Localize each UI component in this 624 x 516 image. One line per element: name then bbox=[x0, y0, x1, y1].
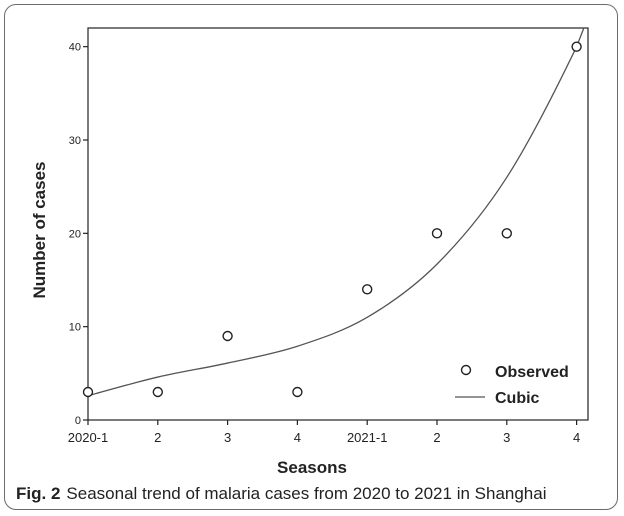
legend: Observed Cubic bbox=[455, 364, 569, 407]
observed-point bbox=[362, 284, 373, 295]
cubic-fit-line bbox=[88, 28, 585, 397]
observed-point bbox=[82, 386, 94, 398]
observed-point bbox=[571, 41, 582, 52]
legend-cubic-label: Cubic bbox=[495, 390, 540, 407]
observed-point bbox=[222, 330, 233, 342]
x-tick-label: 2020-1 bbox=[68, 430, 108, 445]
x-tick-label: 4 bbox=[573, 430, 580, 445]
x-tick-label: 2 bbox=[433, 430, 440, 445]
legend-observed-label: Observed bbox=[495, 364, 569, 381]
observed-point bbox=[292, 386, 303, 398]
y-tick-label: 40 bbox=[69, 42, 81, 54]
y-tick-label: 10 bbox=[69, 322, 81, 334]
plot-frame bbox=[87, 27, 589, 421]
figure-caption: Fig. 2 Seasonal trend of malaria cases fr… bbox=[16, 484, 547, 504]
figure-frame bbox=[4, 4, 618, 510]
x-tick-label: 3 bbox=[503, 430, 510, 445]
y-tick-label: 30 bbox=[69, 135, 81, 147]
observed-point bbox=[431, 228, 443, 239]
caption-label: Fig. 2 bbox=[16, 484, 61, 503]
x-tick-label: 2 bbox=[154, 430, 161, 445]
y-axis-title: Number of cases bbox=[30, 162, 49, 299]
x-axis-title: Seasons bbox=[277, 458, 347, 477]
caption-text: Seasonal trend of malaria cases from 202… bbox=[66, 484, 547, 503]
plot-area: 0 10 20 30 40 2020-1 2 3 4 2021-1 2 3 4 bbox=[68, 27, 589, 445]
x-tick-label: 4 bbox=[294, 430, 301, 445]
x-tick-label: 3 bbox=[224, 430, 231, 445]
y-tick-label: 0 bbox=[75, 415, 81, 427]
legend-observed-marker bbox=[460, 364, 472, 376]
observed-point bbox=[501, 228, 512, 239]
x-tick-label: 2021-1 bbox=[347, 430, 387, 445]
y-tick-label: 20 bbox=[69, 228, 81, 240]
observed-point bbox=[152, 386, 164, 398]
